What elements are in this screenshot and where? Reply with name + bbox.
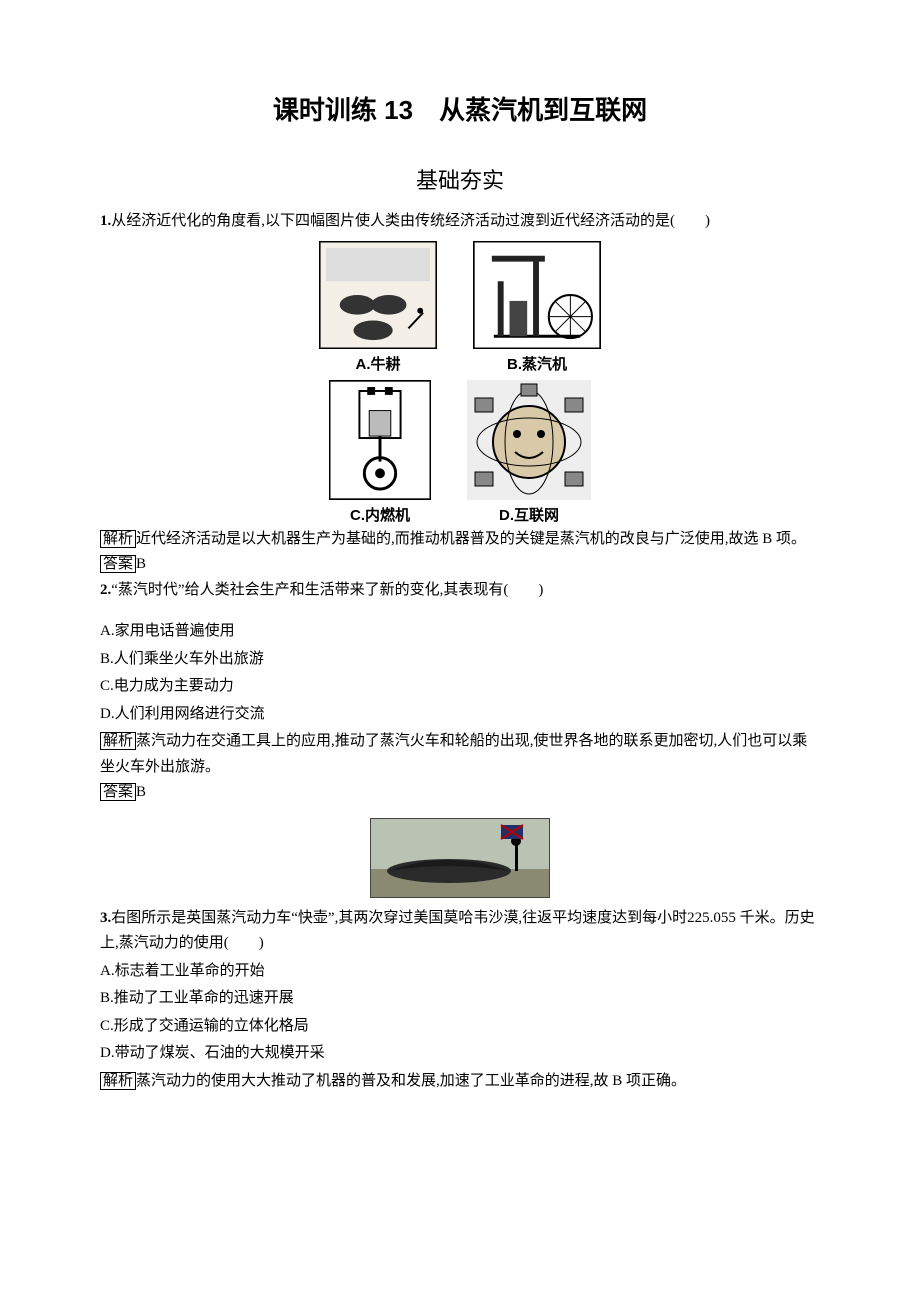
q3-opt-a: A.标志着工业革命的开始 <box>100 959 820 985</box>
combustion-engine-image <box>329 380 431 500</box>
q1-fig-d: D.互联网 <box>467 380 591 525</box>
q1-fig-a: A.牛耕 <box>319 241 437 374</box>
q1-fig-c-caption: C.内燃机 <box>329 504 431 525</box>
q1-answer: 答案B <box>100 552 820 578</box>
q2-num: 2. <box>100 582 111 598</box>
q1-fig-c: C.内燃机 <box>329 380 431 525</box>
steam-engine-image <box>473 241 601 349</box>
ox-plough-image <box>319 241 437 349</box>
q1-fig-b: B.蒸汽机 <box>473 241 601 374</box>
steam-car-photo <box>370 818 550 898</box>
q2-opt-b: B.人们乘坐火车外出旅游 <box>100 647 820 673</box>
q1-figure-row-1: A.牛耕 B.蒸汽机 <box>100 241 820 374</box>
q3-opt-b: B.推动了工业革命的迅速开展 <box>100 986 820 1012</box>
q2-answer: 答案B <box>100 780 820 806</box>
q1-fig-a-caption: A.牛耕 <box>319 353 437 374</box>
answer-label: 答案 <box>100 783 136 801</box>
analysis-label: 解析 <box>100 1072 136 1090</box>
q3-opt-d: D.带动了煤炭、石油的大规模开采 <box>100 1041 820 1067</box>
q2-opt-c: C.电力成为主要动力 <box>100 674 820 700</box>
section-subtitle: 基础夯实 <box>100 163 820 195</box>
q3-num: 3. <box>100 910 111 926</box>
q1-stem: 1.从经济近代化的角度看,以下四幅图片使人类由传统经济活动过渡到近代经济活动的是… <box>100 209 820 235</box>
q1-analysis: 解析近代经济活动是以大机器生产为基础的,而推动机器普及的关键是蒸汽机的改良与广泛… <box>100 527 820 553</box>
q1-fig-d-caption: D.互联网 <box>467 504 591 525</box>
q1-num: 1. <box>100 213 111 229</box>
q3-analysis: 解析蒸汽动力的使用大大推动了机器的普及和发展,加速了工业革命的进程,故 B 项正… <box>100 1069 820 1095</box>
internet-image <box>467 380 591 500</box>
q3-stem: 3.右图所示是英国蒸汽动力车“快壶”,其两次穿过美国莫哈韦沙漠,往返平均速度达到… <box>100 906 820 957</box>
analysis-label: 解析 <box>100 530 136 548</box>
answer-label: 答案 <box>100 555 136 573</box>
q1-figure-row-2: C.内燃机 D.互联网 <box>100 380 820 525</box>
page-title: 课时训练 13 从蒸汽机到互联网 <box>100 90 820 127</box>
q1-fig-b-caption: B.蒸汽机 <box>473 353 601 374</box>
q3-opt-c: C.形成了交通运输的立体化格局 <box>100 1014 820 1040</box>
q2-stem: 2.“蒸汽时代”给人类社会生产和生活带来了新的变化,其表现有( ) <box>100 578 820 604</box>
q2-opt-d: D.人们利用网络进行交流 <box>100 702 820 728</box>
q2-opt-a: A.家用电话普遍使用 <box>100 619 820 645</box>
q2-analysis: 解析蒸汽动力在交通工具上的应用,推动了蒸汽火车和轮船的出现,使世界各地的联系更加… <box>100 729 820 780</box>
analysis-label: 解析 <box>100 732 136 750</box>
